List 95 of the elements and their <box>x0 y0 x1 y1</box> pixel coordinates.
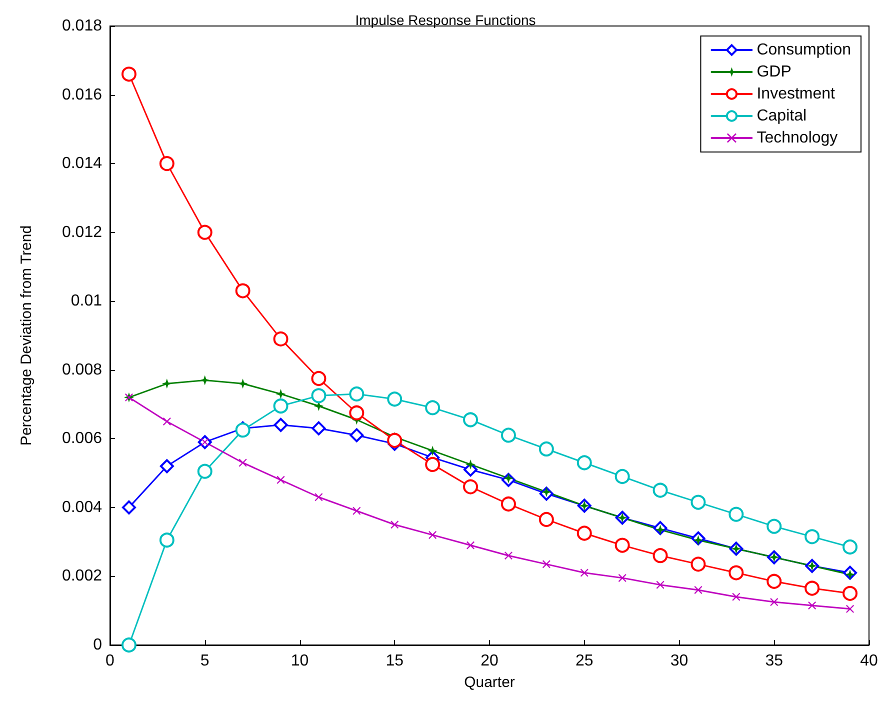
x-axis-title: Quarter <box>464 674 515 691</box>
point <box>425 456 440 472</box>
point <box>504 552 512 560</box>
legend-label: Investment <box>756 86 836 102</box>
point <box>576 526 592 541</box>
y-tick-label: 0.012 <box>62 224 102 241</box>
x-tick-label: 40 <box>860 652 878 670</box>
point <box>500 496 516 512</box>
point <box>690 556 706 572</box>
y-tick-label: 0.008 <box>62 361 102 378</box>
point <box>466 459 476 470</box>
point <box>276 476 285 484</box>
y-tick-label: 0.016 <box>62 86 102 104</box>
point <box>694 586 702 594</box>
point <box>121 66 136 82</box>
point <box>538 512 554 527</box>
point <box>314 493 323 502</box>
point <box>466 541 475 550</box>
legend-label: Consumption <box>756 42 852 58</box>
point <box>273 398 288 414</box>
point <box>350 428 364 442</box>
point <box>538 441 554 456</box>
point <box>656 580 664 589</box>
point <box>770 598 778 606</box>
point <box>500 428 516 443</box>
point <box>159 532 174 548</box>
point <box>463 412 478 428</box>
chart-title: Impulse Response Functions <box>355 12 536 28</box>
point <box>808 601 816 610</box>
point <box>766 574 782 589</box>
point <box>728 506 744 522</box>
point <box>162 417 171 426</box>
point <box>352 506 361 515</box>
y-tick-label: 0.002 <box>62 568 102 585</box>
x-tick-label: 25 <box>575 652 594 670</box>
legend-label: GDP <box>756 64 792 80</box>
point <box>238 458 247 467</box>
point <box>197 464 212 479</box>
point <box>804 529 820 544</box>
y-tick-label: 0 <box>93 636 102 654</box>
point <box>728 565 744 580</box>
x-tick-label: 10 <box>290 652 309 670</box>
point <box>121 638 136 652</box>
point <box>390 520 399 529</box>
point <box>690 494 706 510</box>
point <box>614 538 630 553</box>
point <box>732 592 740 601</box>
y-axis-title: Percentage Deviation from Trend <box>18 225 35 446</box>
point <box>842 539 858 554</box>
point <box>276 388 286 399</box>
x-tick-label: 5 <box>200 652 210 670</box>
point <box>312 421 326 436</box>
point <box>618 574 626 582</box>
point <box>160 459 174 474</box>
point <box>274 418 288 432</box>
point <box>273 331 288 346</box>
point <box>542 560 550 568</box>
y-tick-label: 0.014 <box>62 155 102 172</box>
point <box>349 386 364 402</box>
point <box>425 400 440 416</box>
point <box>428 446 438 456</box>
point <box>804 580 820 596</box>
point <box>463 479 478 494</box>
point <box>387 432 402 448</box>
y-tick-label: 0.006 <box>62 430 102 448</box>
legend-label: Technology <box>756 130 838 146</box>
y-tick-label: 0.018 <box>62 18 102 34</box>
point <box>311 370 326 386</box>
point <box>387 392 402 407</box>
point <box>235 283 250 298</box>
y-tick-label: 0.01 <box>70 292 102 310</box>
point <box>576 455 592 470</box>
point <box>349 405 364 420</box>
point <box>766 518 782 534</box>
y-tick-label: 0.004 <box>62 498 102 516</box>
x-tick-label: 30 <box>670 652 688 670</box>
point <box>159 156 174 172</box>
point <box>652 482 668 498</box>
point <box>846 604 854 613</box>
point <box>238 378 248 389</box>
point <box>652 548 668 564</box>
point <box>122 500 136 514</box>
point <box>614 468 630 484</box>
x-tick-label: 0 <box>106 652 115 670</box>
x-tick-label: 35 <box>765 652 784 670</box>
point <box>200 375 210 386</box>
point <box>428 530 437 539</box>
point <box>842 586 858 601</box>
point <box>580 568 588 577</box>
x-tick-label: 20 <box>480 652 498 670</box>
point <box>162 378 172 389</box>
point <box>311 388 326 404</box>
legend-label: Capital <box>756 108 807 124</box>
x-tick-label: 15 <box>386 652 404 670</box>
point <box>197 224 212 240</box>
